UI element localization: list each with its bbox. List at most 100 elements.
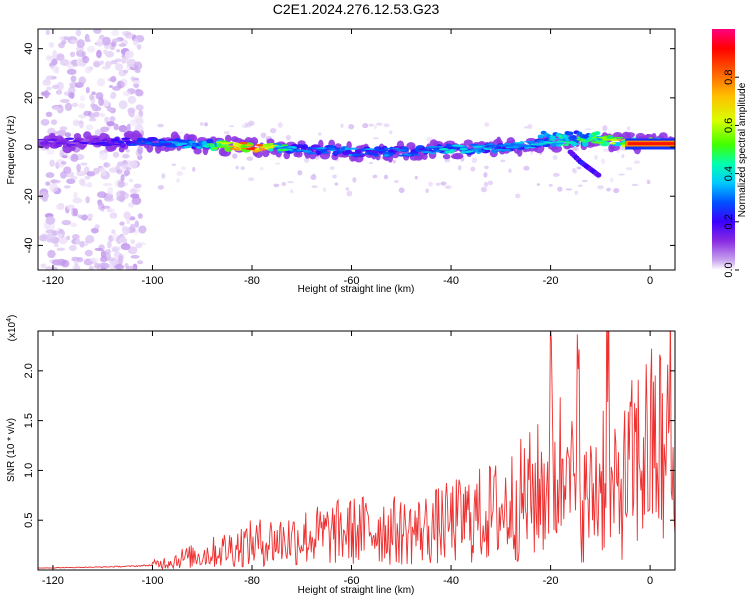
noise-blob bbox=[72, 264, 81, 270]
noise-blob bbox=[368, 123, 374, 127]
noise-blob bbox=[444, 185, 452, 190]
noise-blob bbox=[108, 85, 114, 89]
noise-blob bbox=[199, 122, 204, 126]
noise-blob bbox=[63, 36, 70, 41]
noise-blob bbox=[69, 51, 76, 58]
streak-blob bbox=[570, 135, 577, 140]
spectrogram-y-axis: -40 -20 0 20 40 bbox=[23, 43, 675, 253]
noise-blob bbox=[82, 55, 90, 64]
ridge-blob bbox=[491, 146, 499, 149]
noise-blob bbox=[103, 49, 108, 55]
noise-blob bbox=[552, 155, 558, 161]
noise-blob bbox=[127, 58, 137, 68]
noise-blob bbox=[383, 174, 389, 180]
noise-blob bbox=[126, 123, 131, 133]
ridge-blob bbox=[183, 145, 192, 149]
noise-blob bbox=[79, 240, 86, 248]
noise-blob bbox=[577, 184, 583, 187]
noise-blob bbox=[114, 264, 125, 270]
x-tick-label: 0 bbox=[647, 575, 653, 587]
x-tick-label: -60 bbox=[344, 275, 360, 287]
ridge-blob bbox=[436, 146, 445, 148]
noise-blob bbox=[618, 173, 625, 176]
branch-blob bbox=[595, 172, 602, 178]
ridge-blob bbox=[537, 143, 547, 145]
noise-blob bbox=[129, 216, 136, 221]
noise-blob bbox=[111, 246, 121, 252]
noise-blob bbox=[97, 167, 106, 173]
noise-blob bbox=[600, 158, 606, 165]
ridge-blob bbox=[500, 148, 512, 152]
noise-blob bbox=[110, 59, 118, 65]
noise-blob bbox=[49, 183, 59, 193]
noise-blob bbox=[136, 44, 142, 50]
noise-blob bbox=[235, 165, 239, 170]
x-tick-label: -80 bbox=[244, 275, 260, 287]
ridge-blob bbox=[226, 141, 234, 144]
y-tick-label: 1.0 bbox=[23, 463, 35, 478]
noise-blob bbox=[536, 183, 541, 186]
noise-blob bbox=[123, 173, 129, 177]
noise-blob bbox=[647, 180, 651, 185]
noise-blob bbox=[484, 122, 490, 127]
y-tick-label: 2.0 bbox=[23, 363, 35, 378]
noise-blob bbox=[346, 190, 353, 197]
ridge-blob bbox=[513, 142, 525, 144]
ridge-blob bbox=[601, 138, 612, 141]
noise-blob bbox=[345, 187, 350, 191]
ridge-blob bbox=[499, 144, 505, 147]
noise-blob bbox=[133, 183, 142, 188]
noise-blob bbox=[85, 234, 95, 244]
noise-blob bbox=[127, 95, 137, 104]
noise-blob bbox=[39, 234, 48, 242]
snr-panel: -120 -100 -80 -60 -40 -20 0 0.5 1.0 1.5 2.0 Heigh… bbox=[6, 315, 676, 596]
noise-blob bbox=[127, 202, 135, 208]
noise-blob bbox=[130, 254, 140, 259]
noise-blob bbox=[81, 214, 88, 221]
noise-blob bbox=[248, 177, 255, 182]
noise-blob bbox=[70, 75, 77, 83]
noise-blob bbox=[131, 196, 142, 205]
noise-blob bbox=[117, 180, 125, 188]
streak-blob bbox=[561, 134, 568, 139]
ridge-blob bbox=[428, 146, 439, 148]
snr-y-axis: 0.5 1.0 1.5 2.0 bbox=[23, 363, 675, 528]
ridge-blob bbox=[224, 134, 232, 143]
colorbar: 0.0 0.2 0.4 0.6 0.8 Normalized spectral ampl… bbox=[712, 29, 748, 278]
noise-blob bbox=[157, 123, 164, 128]
ridge-blob bbox=[204, 145, 211, 148]
noise-blob bbox=[229, 124, 235, 128]
noise-blob bbox=[171, 163, 177, 166]
noise-blob bbox=[125, 265, 136, 270]
ridge-blob bbox=[262, 143, 274, 146]
noise-blob bbox=[192, 167, 196, 172]
x-tick-label: -120 bbox=[42, 275, 64, 287]
snr-x-label: Height of straight line (km) bbox=[298, 585, 415, 596]
noise-blob bbox=[523, 165, 530, 171]
ridge-blob bbox=[472, 145, 484, 148]
noise-blob bbox=[89, 93, 95, 101]
noise-blob bbox=[130, 76, 136, 82]
snr-multiplier: (x104) bbox=[6, 315, 18, 342]
noise-blob bbox=[94, 106, 102, 112]
noise-blob bbox=[124, 50, 134, 59]
noise-blob bbox=[129, 223, 136, 233]
noise-blob bbox=[552, 172, 560, 177]
noise-blob bbox=[63, 185, 71, 189]
noise-blob bbox=[135, 117, 144, 125]
ridge-blob bbox=[400, 149, 407, 151]
noise-blob bbox=[87, 213, 93, 219]
noise-blob bbox=[129, 188, 137, 194]
noise-blob bbox=[132, 38, 139, 46]
noise-blob bbox=[86, 171, 96, 177]
ridge-blob bbox=[452, 152, 464, 160]
noise-blob bbox=[106, 106, 114, 112]
ridge-blob bbox=[504, 144, 510, 148]
ridge-blob bbox=[389, 152, 396, 154]
ridge-blob bbox=[165, 145, 174, 148]
noise-blob bbox=[287, 180, 294, 184]
x-tick-label: -40 bbox=[443, 275, 459, 287]
noise-blob bbox=[332, 174, 337, 179]
noise-blob bbox=[602, 125, 608, 132]
spectrogram-panel: -120 -100 -80 -60 -40 -20 0 -40 -20 0 20 40 Height… bbox=[6, 28, 676, 295]
